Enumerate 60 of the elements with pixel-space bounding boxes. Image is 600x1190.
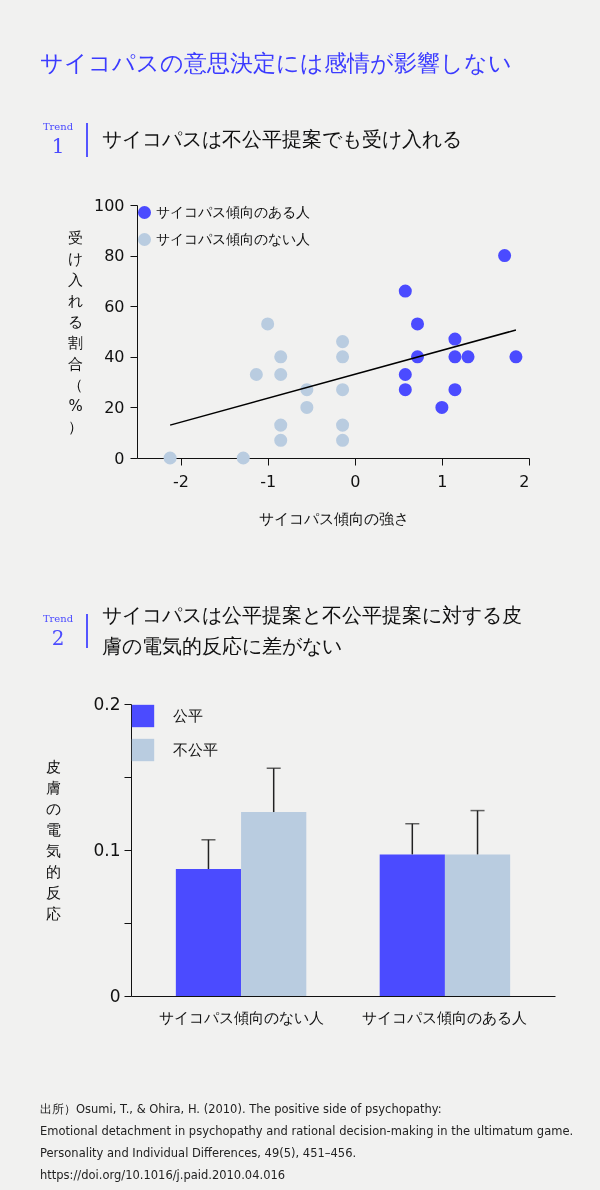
text: Trend	[42, 612, 74, 624]
y-tick-label: 100	[93, 195, 125, 215]
point	[398, 383, 412, 397]
point	[498, 249, 512, 263]
point	[336, 383, 350, 397]
point	[398, 368, 412, 382]
x-tick-label: -1	[260, 471, 277, 491]
point	[410, 317, 425, 331]
y-tick-label: 0	[109, 985, 121, 1006]
y-tick-label: 0	[114, 448, 125, 468]
x-tick-label: -2	[173, 471, 190, 491]
point	[509, 350, 523, 364]
point	[249, 368, 263, 382]
point	[274, 433, 288, 447]
bar	[241, 812, 307, 996]
y-tick-label: 80	[104, 246, 125, 266]
legend-label: 公平	[173, 707, 203, 725]
point	[461, 350, 475, 364]
x-tick-label: 0	[350, 471, 361, 491]
x-axis-title: サイコパス傾向の強さ	[258, 509, 409, 528]
point	[398, 284, 412, 298]
y-tick-label: 0.1	[93, 839, 121, 860]
point	[336, 418, 350, 432]
y-axis-title: 皮膚の電気的反応	[46, 757, 61, 923]
text: 出所）Osumi, T., & Ohira, H. (2010). The positive side of psychopathy:	[40, 1101, 443, 1118]
chart-title: サイコパスの意思決定には感情が影響しない	[40, 49, 512, 78]
x-tick-label: 1	[437, 471, 448, 491]
point	[300, 400, 314, 414]
chart-title: サイコパスは公平提案と不公平提案に対する皮膚の電気的反応に差がない	[101, 602, 523, 660]
point	[448, 383, 462, 397]
point	[274, 368, 288, 382]
text: 受け入れる割合（%）	[68, 228, 83, 436]
bar	[379, 854, 445, 996]
point	[448, 332, 462, 346]
point	[336, 335, 350, 349]
chart-subtitle: サイコパスは不公平提案でも受け入れる	[101, 126, 463, 153]
bar	[175, 868, 242, 996]
bar	[444, 854, 511, 996]
point	[236, 451, 250, 465]
text: 1	[50, 133, 66, 159]
legend-label: 不公平	[173, 741, 218, 759]
point	[448, 350, 462, 364]
y-tick-label: 20	[104, 397, 125, 417]
point	[336, 350, 350, 364]
text: Emotional detachment in psychopathy and rational decision-making in the ultimatum game.	[40, 1123, 575, 1140]
legend-label: サイコパス傾向のある人	[156, 203, 310, 220]
point	[435, 400, 449, 414]
point	[336, 433, 350, 447]
legend-label: サイコパス傾向のない人	[156, 230, 310, 247]
text: Personality and Individual Differences, 49(5), 451–456. https://doi.org/10.1016/j.paid.2010.04.016	[40, 1145, 358, 1184]
y-tick-label: 0.2	[93, 693, 121, 714]
point	[274, 418, 288, 432]
x-tick-label: 2	[519, 471, 530, 491]
point	[163, 451, 177, 465]
text: 2	[50, 624, 66, 651]
point	[261, 317, 275, 331]
text: Trend	[42, 121, 74, 132]
y-tick-label: 40	[104, 347, 125, 367]
y-tick-label: 60	[104, 296, 125, 316]
point	[274, 350, 288, 364]
